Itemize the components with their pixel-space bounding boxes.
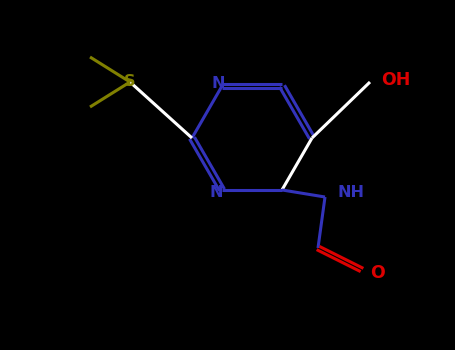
- Text: N: N: [212, 76, 225, 91]
- Text: N: N: [210, 185, 223, 200]
- Text: S: S: [124, 75, 136, 90]
- Text: OH: OH: [381, 71, 411, 89]
- Text: NH: NH: [338, 185, 365, 200]
- Text: O: O: [370, 264, 385, 282]
